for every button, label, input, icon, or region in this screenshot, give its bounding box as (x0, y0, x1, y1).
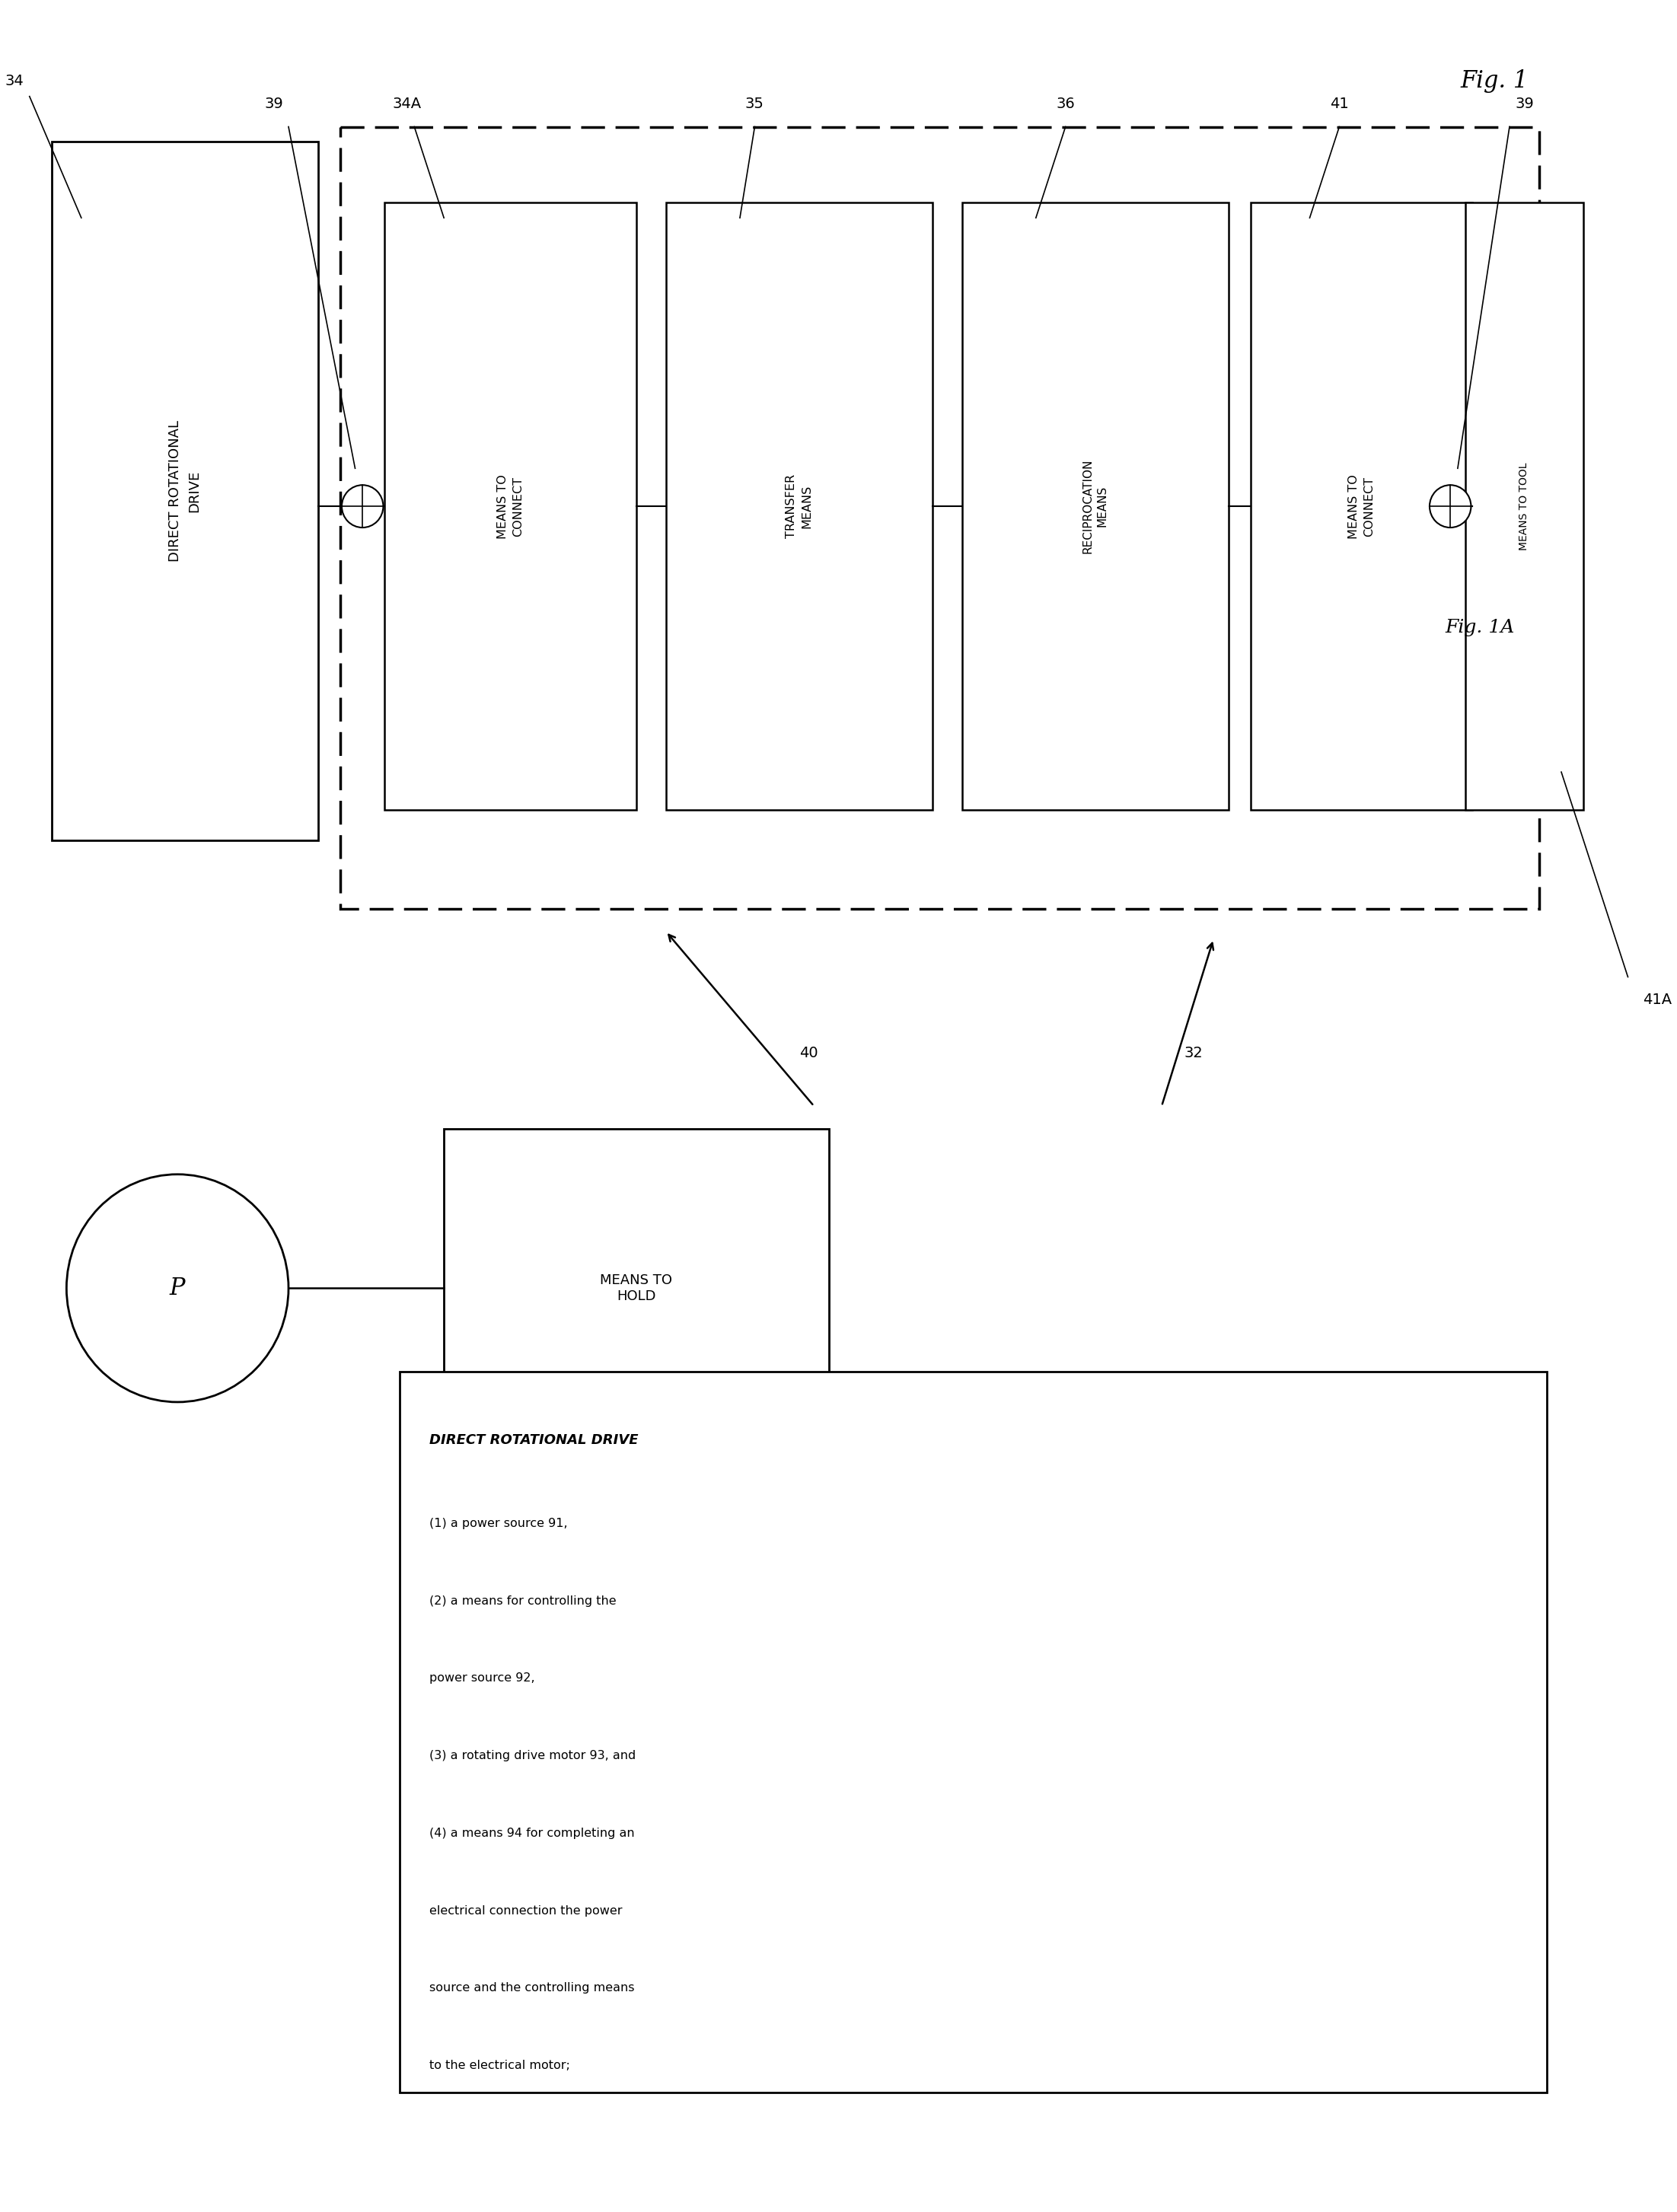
Circle shape (1429, 484, 1471, 526)
Bar (963, 204, 1228, 810)
Text: 40: 40 (800, 1046, 818, 1060)
Text: 34A: 34A (392, 97, 421, 111)
Text: to the electrical motor;: to the electrical motor; (429, 2059, 570, 2070)
Circle shape (342, 484, 384, 526)
Circle shape (67, 1175, 288, 1402)
Text: 35: 35 (745, 97, 765, 111)
Text: MEANS TO
CONNECT: MEANS TO CONNECT (1348, 473, 1375, 538)
Text: Fig. 1A: Fig. 1A (1446, 619, 1514, 637)
Text: 41: 41 (1330, 97, 1348, 111)
Text: MEANS TO TOOL: MEANS TO TOOL (1519, 462, 1529, 551)
Bar (666, 204, 932, 810)
Bar (1466, 204, 1583, 810)
Text: (2) a means for controlling the: (2) a means for controlling the (429, 1595, 615, 1606)
Bar (1251, 204, 1472, 810)
Text: Fig. 1B: Fig. 1B (1400, 2008, 1471, 2026)
Text: DIRECT ROTATIONAL DRIVE: DIRECT ROTATIONAL DRIVE (429, 1433, 637, 1447)
Text: 34: 34 (5, 73, 23, 88)
Text: 41A: 41A (1643, 993, 1672, 1006)
Bar (444, 1128, 828, 1447)
Text: (4) a means 94 for completing an: (4) a means 94 for completing an (429, 1827, 634, 1838)
Bar (384, 204, 636, 810)
Text: DIRECT ROTATIONAL
DRIVE: DIRECT ROTATIONAL DRIVE (169, 420, 201, 562)
Text: P: P (169, 1276, 184, 1301)
Text: MEANS TO
CONNECT: MEANS TO CONNECT (498, 473, 523, 538)
Text: power source 92,: power source 92, (429, 1672, 535, 1683)
Text: 36: 36 (1057, 97, 1075, 111)
Text: TRANSFER
MEANS: TRANSFER MEANS (787, 473, 812, 538)
Text: (3) a rotating drive motor 93, and: (3) a rotating drive motor 93, and (429, 1750, 636, 1761)
Text: 32: 32 (1184, 1046, 1202, 1060)
Text: 45: 45 (785, 1509, 803, 1524)
Text: RECIPROCATION
MEANS: RECIPROCATION MEANS (1082, 458, 1108, 553)
Text: source and the controlling means: source and the controlling means (429, 1982, 634, 1993)
Bar (340, 126, 1539, 909)
Bar (52, 142, 319, 841)
Text: electrical connection the power: electrical connection the power (429, 1905, 622, 1916)
Text: 39: 39 (265, 97, 283, 111)
Text: (1) a power source 91,: (1) a power source 91, (429, 1517, 567, 1528)
Text: Fig. 1: Fig. 1 (1461, 69, 1529, 93)
Text: MEANS TO
HOLD: MEANS TO HOLD (600, 1274, 672, 1303)
Bar (399, 1371, 1546, 2093)
Text: 39: 39 (1514, 97, 1534, 111)
Text: 31: 31 (874, 1524, 892, 1537)
